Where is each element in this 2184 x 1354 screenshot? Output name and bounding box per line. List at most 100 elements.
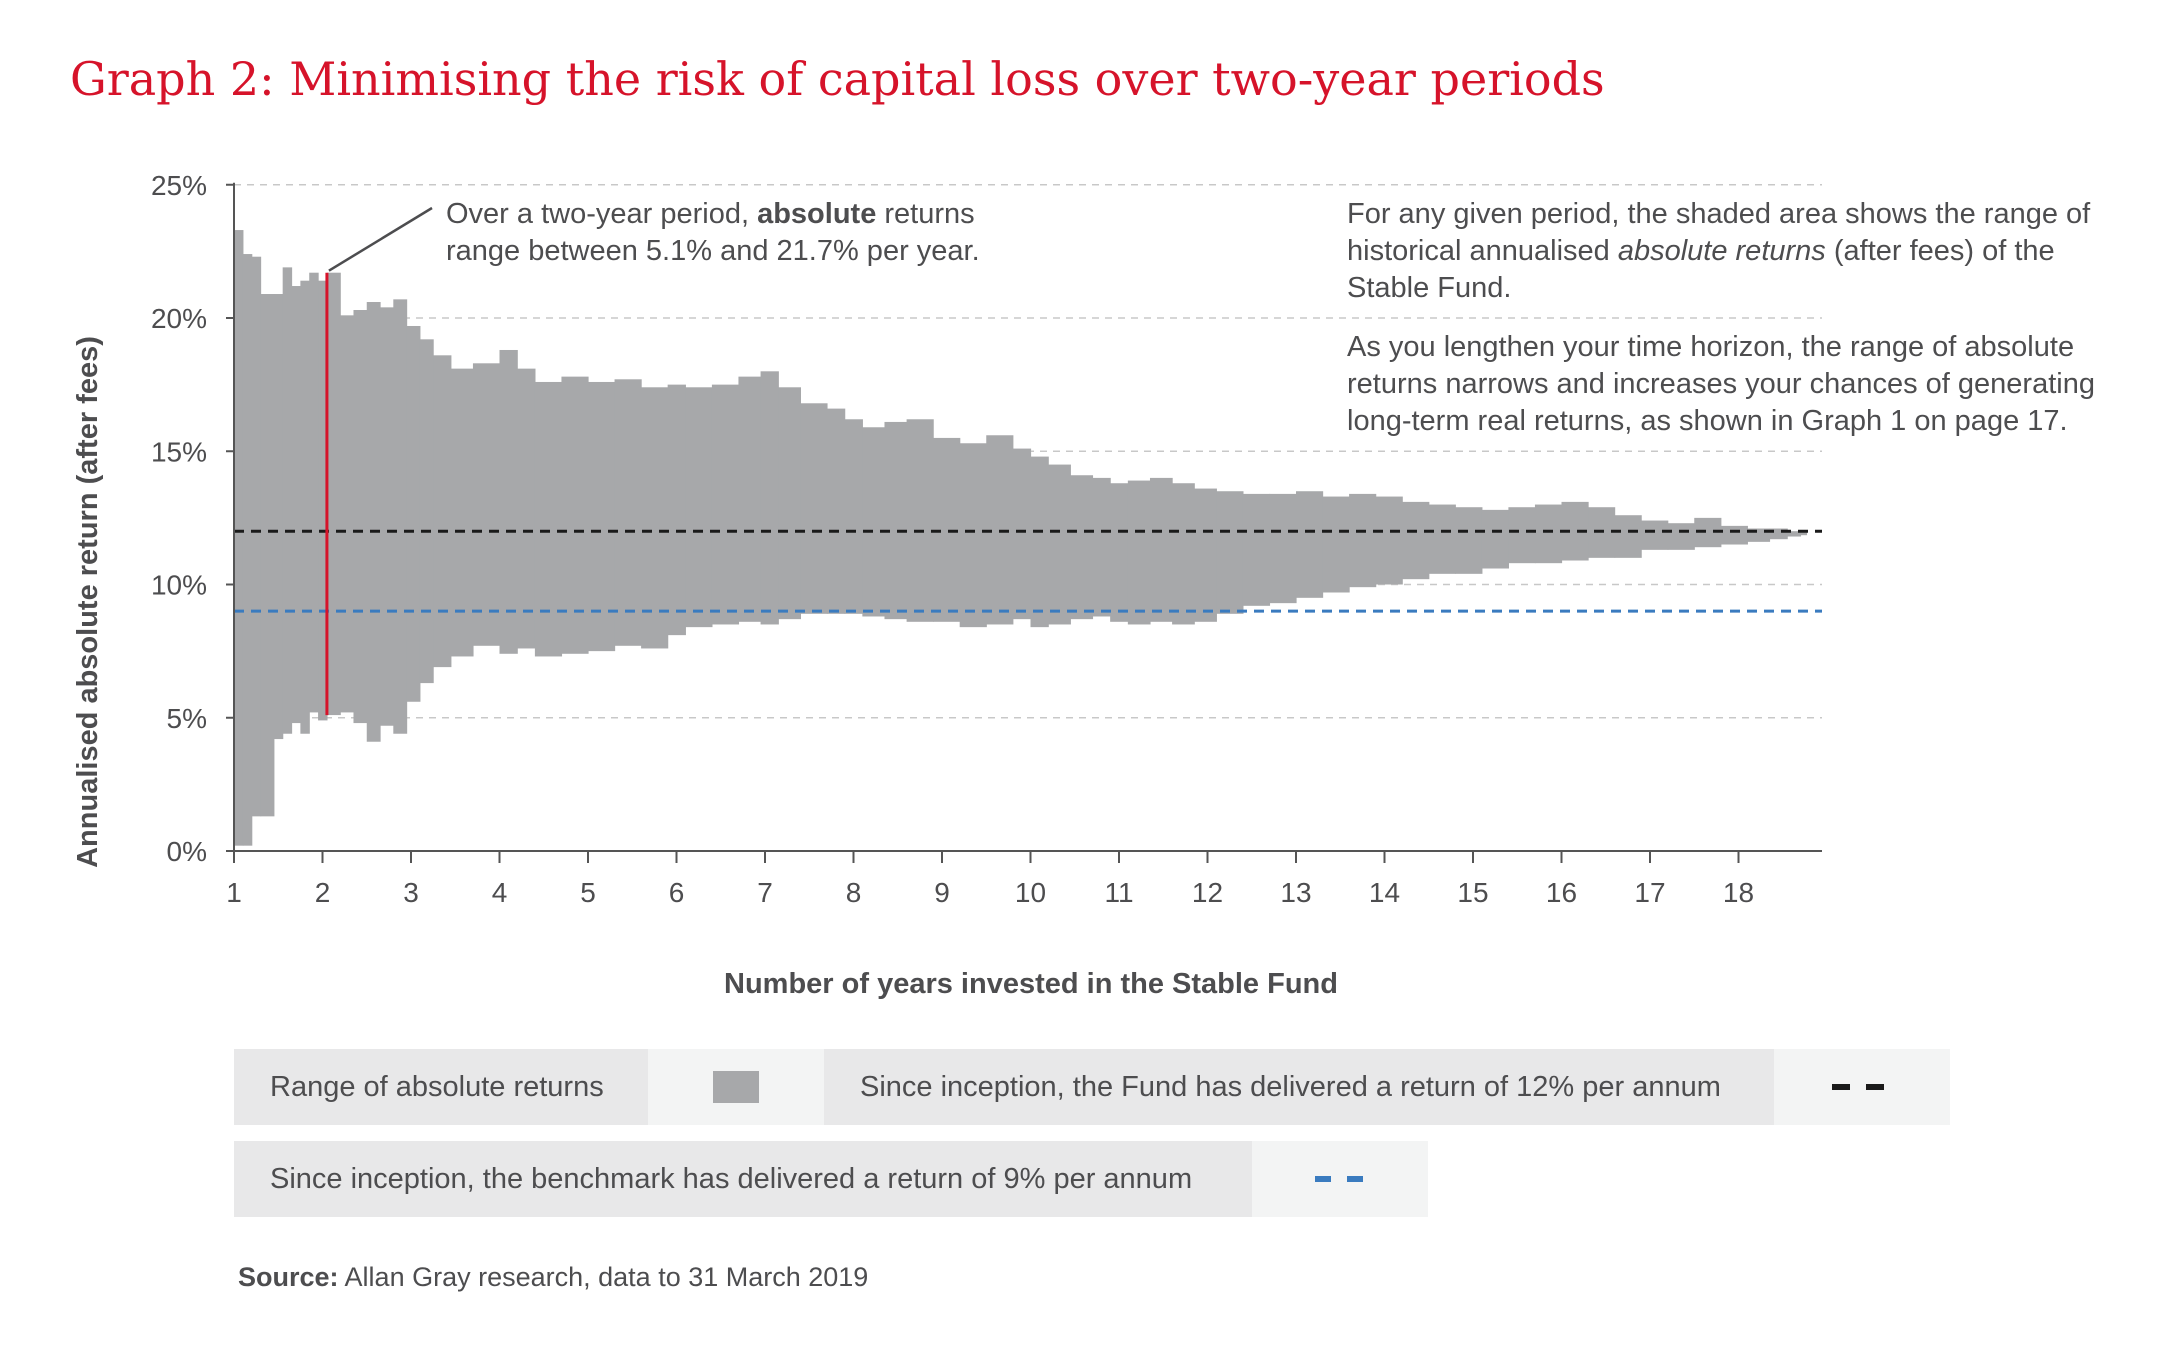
- range-bar: [291, 286, 301, 724]
- range-bar: [1127, 480, 1151, 625]
- legend-benchmark-label: Since inception, the benchmark has deliv…: [234, 1141, 1252, 1217]
- range-bar: [1667, 523, 1695, 550]
- range-bar: [1216, 491, 1244, 614]
- range-bar: [1149, 477, 1173, 622]
- range-bar: [667, 384, 686, 636]
- callout-text-post: returns range between 5.1% and 21.7% per…: [446, 198, 980, 267]
- legend-fund-swatch: [1774, 1049, 1950, 1125]
- range-bar: [1012, 448, 1032, 620]
- range-bar: [1769, 528, 1788, 540]
- range-bar: [380, 307, 394, 726]
- y-tick-label: 15%: [151, 436, 207, 467]
- x-tick-label: 5: [580, 877, 596, 908]
- range-bar: [273, 294, 284, 740]
- range-bar: [234, 230, 244, 846]
- chart-title: Graph 2: Minimising the risk of capital …: [70, 52, 1605, 106]
- x-tick-label: 8: [846, 877, 862, 908]
- range-bar: [260, 294, 275, 817]
- range-bar: [1048, 464, 1071, 625]
- range-bar: [1481, 509, 1509, 569]
- note-p1-em: absolute returns: [1617, 235, 1826, 267]
- range-bar: [1534, 504, 1563, 564]
- range-bar: [561, 376, 589, 654]
- x-tick-label: 2: [315, 877, 331, 908]
- legend-fund-label: Since inception, the Fund has delivered …: [824, 1049, 1774, 1125]
- legend-range-label: Range of absolute returns: [234, 1049, 648, 1125]
- range-bar: [641, 387, 669, 649]
- range-bar: [1322, 496, 1350, 593]
- range-bar: [326, 272, 341, 716]
- range-bar: [1092, 477, 1111, 617]
- note-p1-post: (after fees) of the Stable Fund.: [1347, 235, 2055, 304]
- range-bar: [884, 421, 908, 620]
- axes: [226, 182, 1822, 863]
- y-tick-label: 0%: [167, 836, 207, 867]
- range-bar: [318, 280, 328, 721]
- note-p1-pre: For any given period, the shaded area sh…: [1347, 198, 2091, 267]
- range-bar: [844, 419, 863, 614]
- y-axis-title: Annualised absolute return (after fees): [72, 336, 104, 868]
- range-bar: [826, 408, 846, 614]
- x-tick-label: 13: [1280, 877, 1311, 908]
- range-bar: [517, 368, 536, 649]
- x-tick-label: 7: [757, 877, 773, 908]
- x-tick-label: 11: [1104, 877, 1133, 908]
- range-bar: [614, 379, 642, 646]
- range-bar: [959, 443, 987, 628]
- callout-text-bold: absolute: [757, 198, 877, 230]
- range-bar: [353, 310, 368, 724]
- x-tick-label: 1: [226, 877, 242, 908]
- blue-dash-icon: [1315, 1176, 1365, 1182]
- range-bar: [1349, 493, 1377, 588]
- legend-range-swatch: [648, 1049, 824, 1125]
- legend-row: Since inception, the benchmark has deliv…: [234, 1141, 1428, 1217]
- range-bar: [300, 280, 310, 734]
- note-paragraph-2: As you lengthen your time horizon, the r…: [1347, 331, 2095, 437]
- range-bar: [534, 381, 563, 657]
- source-label: Source:: [238, 1262, 339, 1292]
- range-bar: [711, 384, 740, 625]
- y-tick-label: 10%: [151, 570, 207, 601]
- range-bar: [499, 349, 518, 654]
- range-bar: [282, 267, 293, 734]
- x-tick-label: 10: [1015, 877, 1046, 908]
- range-bar: [366, 302, 381, 742]
- range-bar: [1172, 483, 1195, 625]
- reference-lines: [234, 206, 1822, 716]
- range-bar: [1720, 525, 1748, 545]
- range-bar: [1800, 532, 1808, 536]
- x-tick-label: 18: [1723, 877, 1754, 908]
- range-bar: [1402, 501, 1430, 580]
- range-bar: [760, 371, 779, 625]
- range-bar: [393, 299, 408, 734]
- legend-row: Range of absolute returns Since inceptio…: [234, 1049, 1950, 1125]
- range-bar: [1641, 520, 1669, 550]
- range-bar: [1242, 493, 1271, 606]
- range-swatch-icon: [713, 1071, 759, 1103]
- range-bar: [1070, 475, 1094, 620]
- range-bar: [251, 256, 262, 817]
- x-tick-label: 12: [1192, 877, 1223, 908]
- explanatory-note: For any given period, the shaded area sh…: [1347, 196, 2137, 462]
- range-bar: [1269, 493, 1297, 604]
- x-tick-label: 16: [1546, 877, 1577, 908]
- x-tick-label: 3: [403, 877, 419, 908]
- range-bar: [1787, 531, 1802, 537]
- x-tick-label: 15: [1457, 877, 1488, 908]
- range-bar: [340, 315, 355, 713]
- y-tick-label: 20%: [151, 303, 207, 334]
- black-dash-icon: [1832, 1084, 1892, 1090]
- range-bar: [406, 325, 421, 702]
- callout-text-pre: Over a two-year period,: [446, 198, 758, 230]
- range-bar: [685, 387, 713, 628]
- range-bar: [450, 368, 474, 657]
- x-tick-label: 4: [492, 877, 508, 908]
- range-bar: [1614, 515, 1642, 558]
- y-tick-label: 5%: [167, 703, 207, 734]
- range-bar: [800, 403, 828, 614]
- range-bar: [738, 376, 762, 622]
- range-bar: [1194, 488, 1217, 622]
- range-bar: [309, 272, 319, 713]
- tick-labels: 0%5%10%15%20%25%1 2 3 4 5 6 7 8 9 10 11 12 13 14 15 16 1…: [151, 170, 1754, 908]
